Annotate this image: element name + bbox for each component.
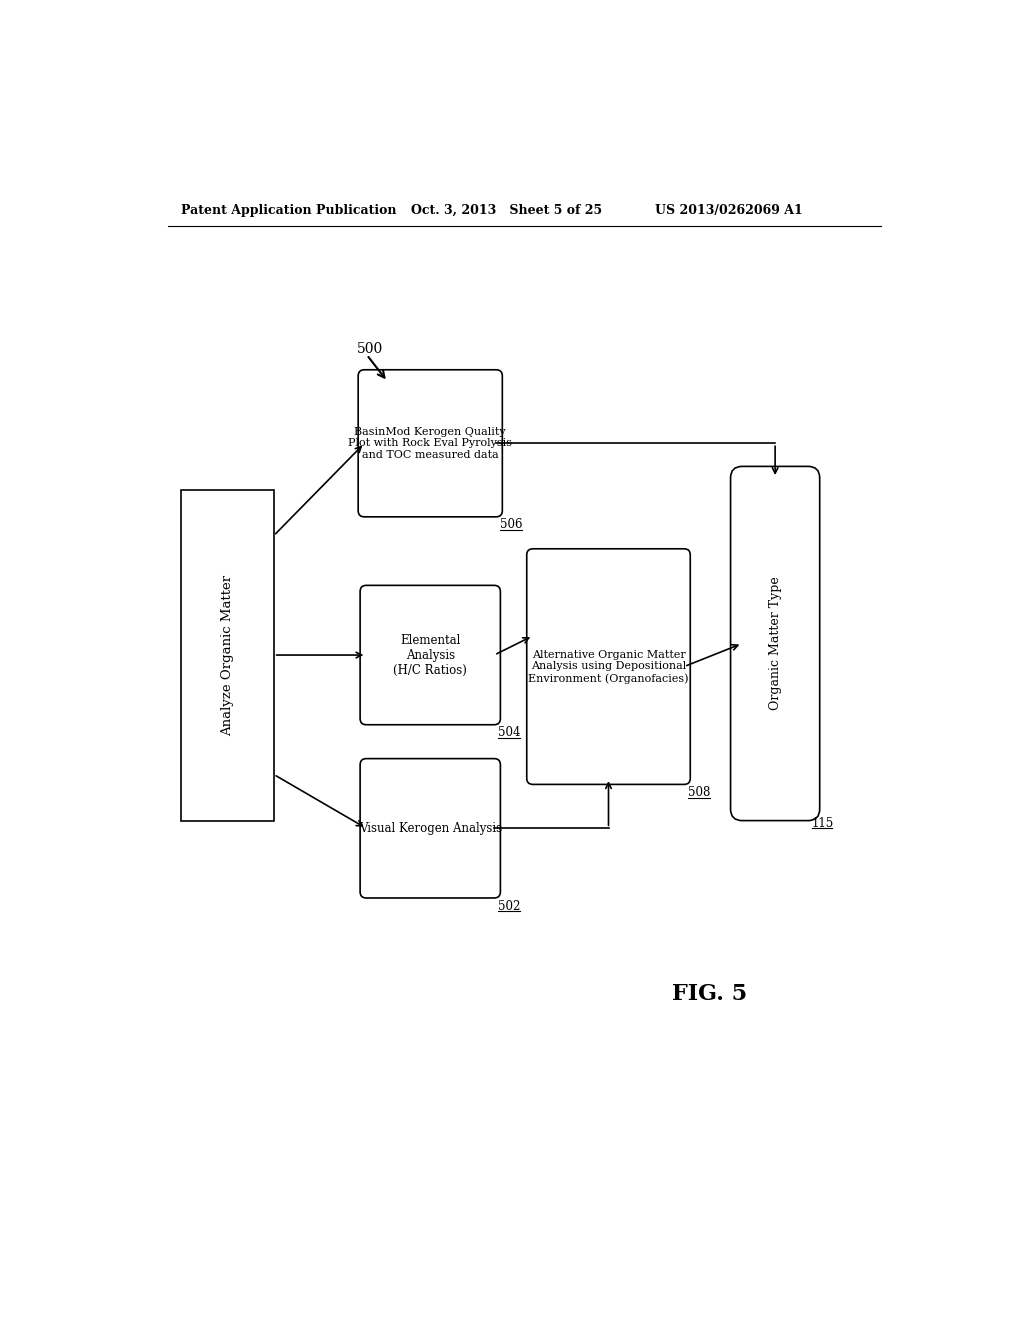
Text: 506: 506	[500, 519, 522, 532]
FancyBboxPatch shape	[180, 490, 273, 821]
Text: US 2013/0262069 A1: US 2013/0262069 A1	[655, 205, 803, 218]
Text: Alternative Organic Matter
Analysis using Depositional
Environment (Organofacies: Alternative Organic Matter Analysis usin…	[528, 649, 689, 684]
Text: Oct. 3, 2013   Sheet 5 of 25: Oct. 3, 2013 Sheet 5 of 25	[411, 205, 602, 218]
Text: BasinMod Kerogen Quality
Plot with Rock Eval Pyrolysis
and TOC measured data: BasinMod Kerogen Quality Plot with Rock …	[348, 426, 512, 459]
Text: Elemental
Analysis
(H/C Ratios): Elemental Analysis (H/C Ratios)	[393, 634, 467, 677]
Text: 500: 500	[356, 342, 383, 356]
FancyBboxPatch shape	[526, 549, 690, 784]
Text: 502: 502	[498, 899, 520, 912]
Text: 504: 504	[498, 726, 520, 739]
FancyBboxPatch shape	[358, 370, 503, 517]
FancyBboxPatch shape	[730, 466, 819, 821]
Text: FIG. 5: FIG. 5	[672, 983, 746, 1005]
Text: Patent Application Publication: Patent Application Publication	[180, 205, 396, 218]
Text: 508: 508	[688, 785, 711, 799]
FancyBboxPatch shape	[360, 759, 501, 898]
Text: Analyze Organic Matter: Analyze Organic Matter	[221, 574, 233, 735]
FancyBboxPatch shape	[360, 585, 501, 725]
Text: Organic Matter Type: Organic Matter Type	[769, 577, 781, 710]
Text: Visual Kerogen Analysis: Visual Kerogen Analysis	[358, 822, 502, 834]
Text: 115: 115	[812, 817, 835, 830]
